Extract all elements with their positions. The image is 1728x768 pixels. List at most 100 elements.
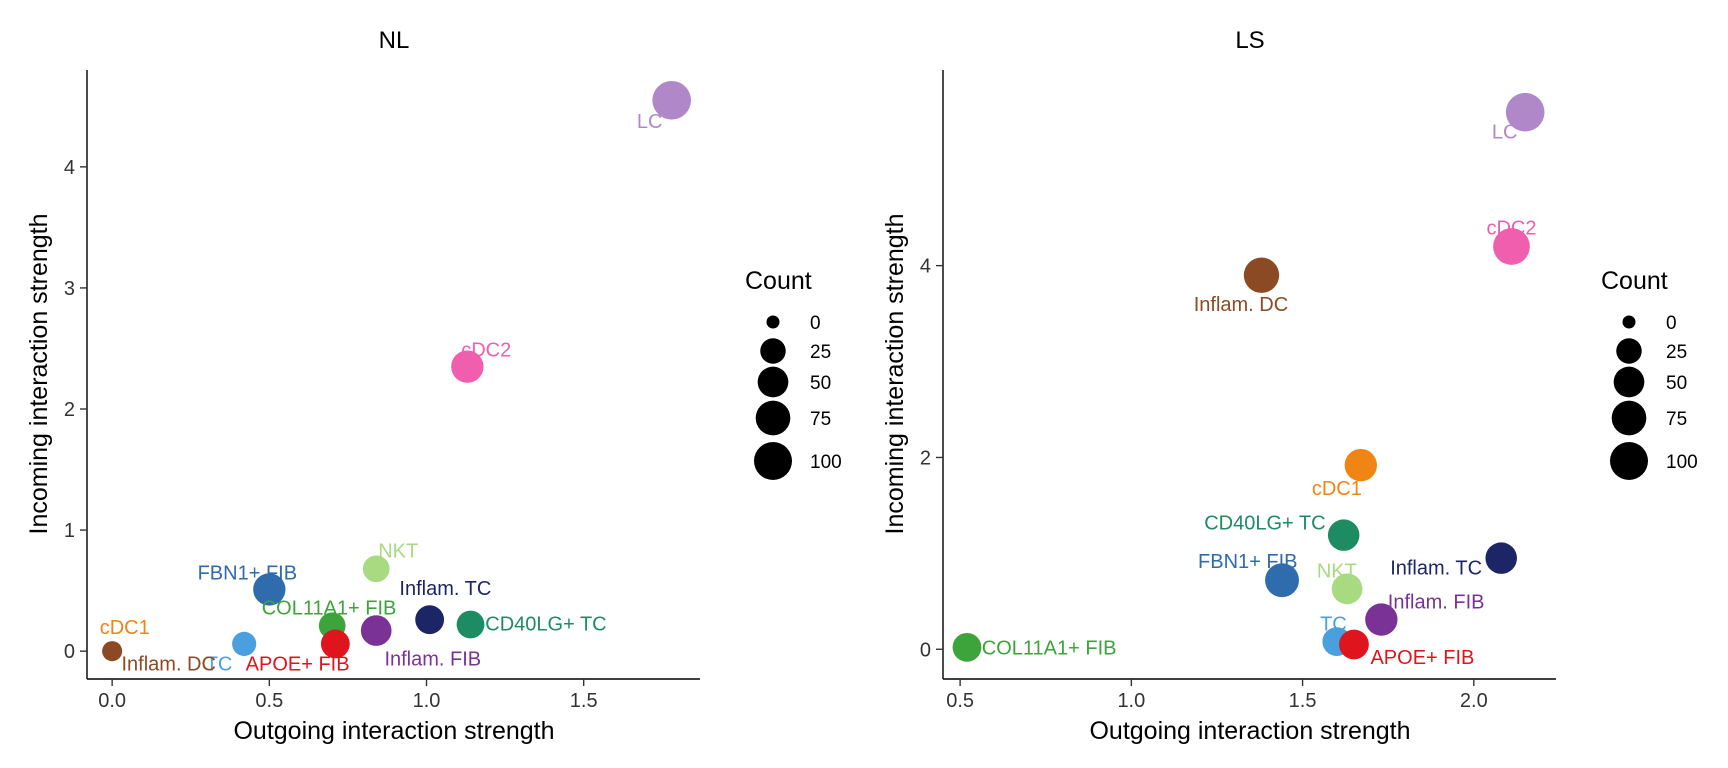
y-tick-label: 4 xyxy=(64,157,75,179)
point-label: FBN1+ FIB xyxy=(198,562,297,584)
legend-label: 0 xyxy=(1666,313,1677,334)
legend-title-nl: Count xyxy=(745,267,812,295)
y-axis-title-ls: Incoming interaction strength xyxy=(881,213,909,534)
point-label: COL11A1+ FIB xyxy=(262,598,397,620)
legend-label: 100 xyxy=(1666,452,1698,473)
panel-title-nl: NL xyxy=(379,27,410,54)
data-point xyxy=(1344,448,1377,482)
data-point xyxy=(1243,257,1280,293)
legend-title-ls: Count xyxy=(1601,267,1668,295)
legend-label: 0 xyxy=(810,313,821,334)
data-point xyxy=(320,629,350,659)
data-point xyxy=(1485,542,1517,574)
legend-count-ls: Count 0 25 50 75 100 xyxy=(1601,267,1698,480)
point-label: Inflam. DC xyxy=(1194,294,1288,316)
legend-entries-ls: 0 25 50 75 100 xyxy=(1610,313,1698,480)
data-point xyxy=(362,555,390,583)
legend-size-key xyxy=(1610,442,1648,480)
legend-size-key xyxy=(754,442,792,480)
x-tick-label: 1.5 xyxy=(570,690,598,712)
point-label: TC xyxy=(1320,613,1347,635)
x-axis-title-nl: Outgoing interaction strength xyxy=(233,717,554,745)
data-point xyxy=(360,615,392,646)
x-tick-label: 1.0 xyxy=(413,690,441,712)
point-label: APOE+ FIB xyxy=(1370,647,1474,669)
point-label: TC xyxy=(206,653,233,675)
y-tick-label: 4 xyxy=(920,256,931,278)
legend-size-key xyxy=(760,338,786,364)
data-point xyxy=(1339,629,1369,660)
y-tick-label: 0 xyxy=(64,641,75,663)
data-point xyxy=(652,80,692,120)
y-tick-label: 0 xyxy=(920,639,931,661)
legend-size-key xyxy=(766,315,780,329)
point-label: Inflam. TC xyxy=(1390,558,1482,580)
ticks-nl: 0.0 0.5 1.0 1.5 0 1 2 3 4 xyxy=(64,157,598,712)
point-label: cDC1 xyxy=(100,617,150,639)
legend-label: 50 xyxy=(810,373,831,394)
legend-size-key xyxy=(1613,366,1645,398)
point-label: Inflam. FIB xyxy=(1388,591,1485,613)
legend-label: 25 xyxy=(810,342,831,363)
panel-nl: NL 0.0 0.5 1.0 1.5 0 1 2 3 4 Outgoing interactio… xyxy=(25,27,700,745)
data-point xyxy=(1493,228,1530,265)
legend-size-key xyxy=(757,366,789,398)
legend-label: 75 xyxy=(1666,409,1687,430)
data-point xyxy=(1505,92,1545,132)
y-tick-label: 1 xyxy=(64,520,75,542)
legend-size-key xyxy=(755,400,791,436)
y-tick-label: 2 xyxy=(920,447,931,469)
point-label: LC xyxy=(637,111,663,133)
data-point xyxy=(451,350,484,383)
legend-size-key xyxy=(1611,400,1647,436)
panel-ls: LS 0.5 1.0 1.5 2.0 0 2 4 Outgoing interaction … xyxy=(881,27,1556,745)
x-tick-label: 2.0 xyxy=(1460,690,1488,712)
point-label: cDC1 xyxy=(1312,478,1362,500)
legend-label: 100 xyxy=(810,452,842,473)
legend-label: 50 xyxy=(1666,373,1687,394)
point-label: cDC2 xyxy=(461,340,511,362)
data-point xyxy=(1327,519,1360,551)
data-point xyxy=(253,573,286,606)
legend-entries-nl: 0 25 50 75 100 xyxy=(754,313,842,480)
point-label: NKT xyxy=(1317,561,1357,583)
x-axis-title-ls: Outgoing interaction strength xyxy=(1089,717,1410,745)
ticks-ls: 0.5 1.0 1.5 2.0 0 2 4 xyxy=(920,256,1488,712)
x-tick-label: 0.5 xyxy=(255,690,283,712)
legend-label: 25 xyxy=(1666,342,1687,363)
panel-title-ls: LS xyxy=(1235,27,1264,54)
y-tick-label: 3 xyxy=(64,278,75,300)
data-point xyxy=(456,610,485,639)
data-point xyxy=(102,641,123,662)
data-point xyxy=(1331,573,1363,605)
x-tick-label: 1.5 xyxy=(1289,690,1317,712)
data-point xyxy=(952,632,982,662)
x-tick-label: 0.0 xyxy=(98,690,126,712)
legend-count-nl: Count 0 25 50 75 100 xyxy=(745,267,842,480)
point-label: FBN1+ FIB xyxy=(1198,551,1297,573)
legend-size-key xyxy=(1616,338,1642,364)
legend-label: 75 xyxy=(810,409,831,430)
point-label: Inflam. FIB xyxy=(384,648,481,670)
data-point xyxy=(415,605,445,635)
x-tick-label: 0.5 xyxy=(946,690,974,712)
point-label: CD40LG+ TC xyxy=(485,613,606,635)
point-label: COL11A1+ FIB xyxy=(982,637,1117,659)
data-point xyxy=(1365,603,1398,636)
data-point xyxy=(1265,563,1299,598)
data-point xyxy=(232,631,257,656)
point-label: Inflam. TC xyxy=(399,578,491,600)
y-tick-label: 2 xyxy=(64,399,75,421)
x-tick-label: 1.0 xyxy=(1117,690,1145,712)
points-ls: LC cDC2 Inflam. DC cDC1 CD40LG+ TC Inflam. TC… xyxy=(952,92,1545,669)
point-label: cDC2 xyxy=(1486,217,1536,239)
point-label: NKT xyxy=(378,541,418,563)
point-label: APOE+ FIB xyxy=(246,653,350,675)
point-label: CD40LG+ TC xyxy=(1204,513,1325,535)
y-axis-title-nl: Incoming interaction strength xyxy=(25,213,53,534)
point-label: Inflam. DC xyxy=(121,653,215,675)
legend-size-key xyxy=(1622,315,1636,329)
point-label: LC xyxy=(1492,121,1518,143)
